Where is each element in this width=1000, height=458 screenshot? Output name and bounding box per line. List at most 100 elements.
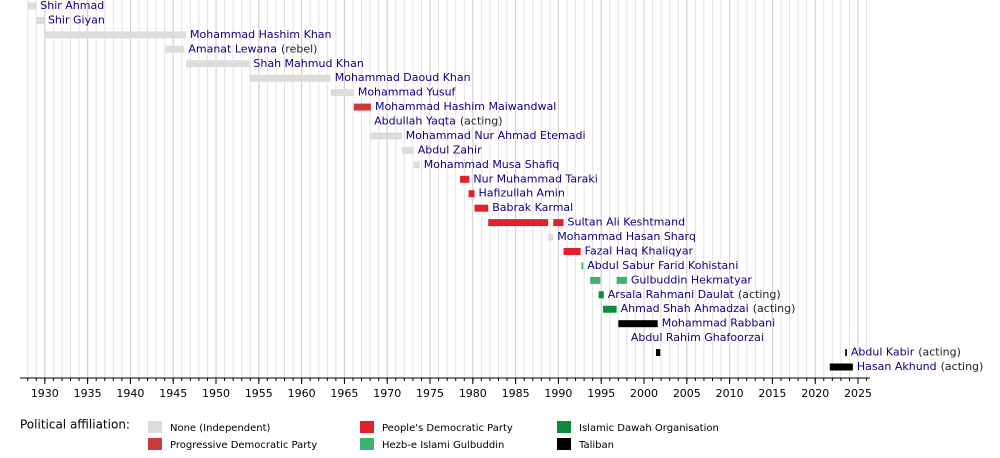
x-tick-label: 1970	[373, 387, 401, 400]
x-tick-label: 1985	[502, 387, 530, 400]
legend-swatch	[148, 421, 162, 433]
leader-name: Abdullah Yaqta	[374, 115, 456, 128]
term-bar	[165, 45, 185, 53]
term-bar	[330, 89, 354, 97]
term-bar	[598, 291, 604, 299]
row-label: Hasan Akhund (acting)	[857, 360, 983, 373]
term-bar	[459, 175, 470, 183]
term-bar	[186, 60, 250, 68]
term-bar	[43, 31, 187, 39]
row-label: Ahmad Shah Ahmadzai (acting)	[621, 302, 796, 315]
term-bar	[656, 349, 661, 357]
term-bar	[474, 204, 489, 212]
x-tick-label: 1945	[159, 387, 187, 400]
x-tick-label: 1965	[330, 387, 358, 400]
term-note: (acting)	[941, 360, 984, 373]
term-bar	[590, 276, 601, 284]
legend-label: People's Democratic Party	[382, 423, 513, 434]
leader-name: Mohammad Musa Shafiq	[424, 158, 560, 171]
x-tick-label: 1960	[288, 387, 316, 400]
x-tick-label: 2025	[844, 387, 872, 400]
x-tick-label: 1935	[74, 387, 102, 400]
leader-name: Shir Giyan	[48, 13, 105, 26]
leader-name: Mohammad Yusuf	[358, 86, 457, 99]
x-tick-label: 1990	[544, 387, 572, 400]
x-tick-label: 1930	[31, 387, 59, 400]
term-bar	[563, 247, 581, 255]
row-label: Babrak Karmal	[492, 201, 573, 214]
row-label: Fazal Haq Khaliqyar	[585, 244, 694, 257]
term-bar	[401, 146, 414, 154]
row-label: Mohammad Daoud Khan	[335, 71, 471, 84]
term-note: (acting)	[460, 115, 503, 128]
row-label: Shah Mahmud Khan	[253, 57, 363, 70]
x-tick-label: 2010	[716, 387, 744, 400]
term-bar	[616, 276, 627, 284]
x-tick-label: 1975	[416, 387, 444, 400]
term-note: (acting)	[918, 346, 961, 359]
leader-name: Mohammad Hasan Sharq	[557, 230, 696, 243]
term-bar	[36, 16, 44, 24]
x-tick-label: 1995	[587, 387, 615, 400]
term-bar	[488, 219, 549, 227]
term-bar	[353, 103, 371, 111]
term-note: (acting)	[753, 302, 796, 315]
legend-label: Hezb-e Islami Gulbuddin	[382, 440, 504, 451]
row-label: Mohammad Yusuf	[358, 86, 457, 99]
row-label: Abdul Kabir (acting)	[851, 346, 961, 359]
legend-label: Islamic Dawah Organisation	[579, 423, 719, 434]
leader-name: Sultan Ali Keshtmand	[568, 216, 686, 229]
term-bar	[468, 190, 475, 198]
term-bar	[413, 161, 420, 169]
leader-name: Nur Muhammad Taraki	[473, 172, 597, 185]
term-bar	[553, 219, 564, 227]
leader-name: Shir Ahmad	[40, 0, 104, 12]
x-tick-label: 2000	[630, 387, 658, 400]
leader-name: Fazal Haq Khaliqyar	[585, 244, 694, 257]
leader-name: Abdul Sabur Farid Kohistani	[587, 259, 738, 272]
term-bar	[369, 118, 371, 126]
leader-name: Mohammad Hashim Khan	[190, 28, 331, 41]
leader-name: Arsala Rahmani Daulat	[608, 288, 735, 301]
legend-label: Progressive Democratic Party	[170, 440, 317, 451]
row-label: Mohammad Musa Shafiq	[424, 158, 560, 171]
row-label: Arsala Rahmani Daulat (acting)	[608, 288, 781, 301]
term-bar	[249, 74, 331, 82]
leader-name: Abdul Rahim Ghafoorzai	[631, 331, 764, 344]
row-label: Nur Muhammad Taraki	[473, 172, 597, 185]
term-bar	[370, 132, 402, 140]
row-label: Abdul Zahir	[418, 143, 482, 156]
row-label: Amanat Lewana (rebel)	[188, 42, 317, 55]
legend-swatch	[557, 421, 571, 433]
row-label: Mohammad Nur Ahmad Etemadi	[406, 129, 586, 142]
term-bar	[626, 334, 628, 342]
term-note: (rebel)	[281, 42, 317, 55]
leader-name: Ahmad Shah Ahmadzai	[621, 302, 749, 315]
leader-name: Amanat Lewana	[188, 42, 277, 55]
row-label: Sultan Ali Keshtmand	[568, 216, 686, 229]
legend-title: Political affiliation:	[20, 418, 130, 432]
term-bar	[602, 305, 617, 313]
x-tick-label: 1950	[202, 387, 230, 400]
legend-swatch	[557, 438, 571, 450]
row-label: Hafizullah Amin	[479, 187, 565, 200]
legend-swatch	[360, 421, 374, 433]
row-label: Shir Ahmad	[40, 0, 104, 12]
x-tick-label: 1980	[459, 387, 487, 400]
row-label: Mohammad Rabbani	[662, 317, 775, 330]
x-tick-label: 2015	[758, 387, 786, 400]
term-bar	[581, 262, 584, 270]
leader-name: Abdul Kabir	[851, 346, 915, 359]
row-label: Mohammad Hashim Khan	[190, 28, 331, 41]
x-tick-label: 1940	[116, 387, 144, 400]
legend-swatch	[148, 438, 162, 450]
row-label: Abdul Sabur Farid Kohistani	[587, 259, 738, 272]
row-label: Shir Giyan	[48, 13, 105, 26]
x-tick-label: 2020	[801, 387, 829, 400]
leader-name: Gulbuddin Hekmatyar	[631, 273, 752, 286]
row-label: Abdul Rahim Ghafoorzai	[631, 331, 764, 344]
leader-name: Mohammad Hashim Maiwandwal	[375, 100, 556, 113]
x-tick-label: 2005	[673, 387, 701, 400]
row-label: Abdullah Yaqta (acting)	[374, 115, 502, 128]
row-label: Gulbuddin Hekmatyar	[631, 273, 752, 286]
